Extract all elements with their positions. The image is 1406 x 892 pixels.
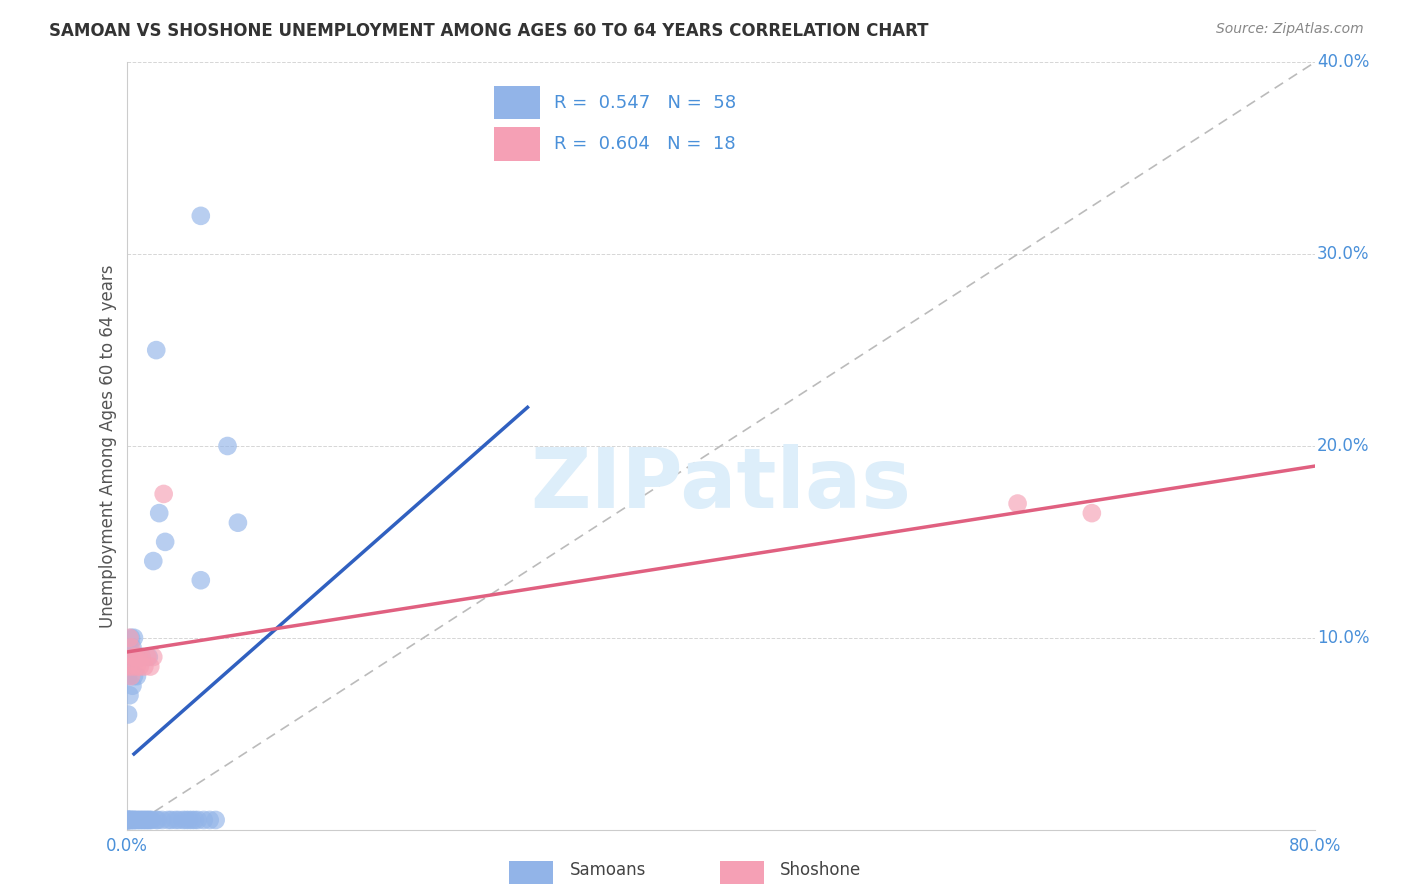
Point — [120, 813, 142, 827]
Point — [127, 813, 149, 827]
Point — [129, 813, 152, 827]
Text: 30.0%: 30.0% — [1317, 245, 1369, 263]
Point — [226, 516, 249, 530]
Point — [122, 813, 145, 827]
Point — [1007, 496, 1029, 510]
Point — [118, 659, 141, 673]
Point — [138, 649, 160, 664]
Text: 40.0%: 40.0% — [1317, 54, 1369, 71]
Point — [117, 813, 139, 827]
Point — [129, 659, 152, 673]
Point — [198, 813, 221, 827]
Point — [117, 813, 139, 827]
Point — [141, 813, 163, 827]
Point — [120, 669, 142, 683]
Point — [152, 487, 174, 501]
Point — [134, 659, 156, 673]
Point — [131, 813, 153, 827]
Point — [118, 631, 141, 645]
Point — [117, 813, 139, 827]
Point — [136, 649, 159, 664]
Point — [121, 813, 143, 827]
Point — [122, 813, 145, 827]
Point — [145, 343, 167, 358]
Point — [165, 813, 187, 827]
Point — [121, 679, 143, 693]
Point — [127, 649, 149, 664]
Point — [118, 640, 141, 655]
Point — [121, 640, 143, 655]
Point — [142, 554, 165, 568]
Point — [124, 813, 146, 827]
Point — [184, 813, 207, 827]
Point — [125, 669, 148, 683]
FancyBboxPatch shape — [720, 861, 763, 884]
Point — [117, 813, 139, 827]
Text: Shoshone: Shoshone — [780, 861, 862, 879]
Text: Source: ZipAtlas.com: Source: ZipAtlas.com — [1216, 22, 1364, 37]
Point — [122, 649, 145, 664]
Point — [153, 535, 176, 549]
Point — [120, 649, 142, 664]
Text: Samoans: Samoans — [569, 861, 645, 879]
Point — [138, 813, 160, 827]
Point — [127, 649, 149, 664]
Point — [157, 813, 180, 827]
Point — [204, 813, 226, 827]
Point — [134, 813, 156, 827]
Point — [148, 506, 170, 520]
Point — [142, 649, 165, 664]
Point — [120, 640, 142, 655]
Point — [190, 574, 212, 588]
Point — [118, 689, 141, 703]
Point — [139, 813, 162, 827]
Point — [177, 813, 200, 827]
Point — [124, 649, 146, 664]
Point — [136, 813, 159, 827]
Text: 20.0%: 20.0% — [1317, 437, 1369, 455]
Point — [125, 659, 148, 673]
Point — [122, 669, 145, 683]
Point — [118, 813, 141, 827]
Point — [146, 813, 169, 827]
Point — [217, 439, 239, 453]
Point — [139, 659, 162, 673]
Point — [193, 813, 215, 827]
FancyBboxPatch shape — [509, 861, 553, 884]
Point — [180, 813, 202, 827]
Y-axis label: Unemployment Among Ages 60 to 64 years: Unemployment Among Ages 60 to 64 years — [100, 264, 118, 628]
Point — [150, 813, 173, 827]
Point — [131, 649, 153, 664]
Point — [117, 707, 139, 722]
Point — [160, 813, 183, 827]
Point — [120, 813, 142, 827]
Point — [167, 813, 190, 827]
Point — [124, 649, 146, 664]
Point — [145, 813, 167, 827]
Point — [172, 813, 194, 827]
Text: 10.0%: 10.0% — [1317, 629, 1369, 647]
Point — [125, 813, 148, 827]
Point — [190, 209, 212, 223]
Point — [122, 631, 145, 645]
Point — [117, 659, 139, 673]
Point — [187, 813, 209, 827]
Point — [121, 659, 143, 673]
Point — [120, 631, 142, 645]
Point — [135, 813, 157, 827]
Point — [117, 669, 139, 683]
Point — [174, 813, 197, 827]
Point — [118, 813, 141, 827]
Point — [131, 649, 153, 664]
Text: ZIPatlas: ZIPatlas — [530, 444, 911, 524]
Point — [132, 813, 155, 827]
Text: SAMOAN VS SHOSHONE UNEMPLOYMENT AMONG AGES 60 TO 64 YEARS CORRELATION CHART: SAMOAN VS SHOSHONE UNEMPLOYMENT AMONG AG… — [49, 22, 929, 40]
Point — [1081, 506, 1104, 520]
